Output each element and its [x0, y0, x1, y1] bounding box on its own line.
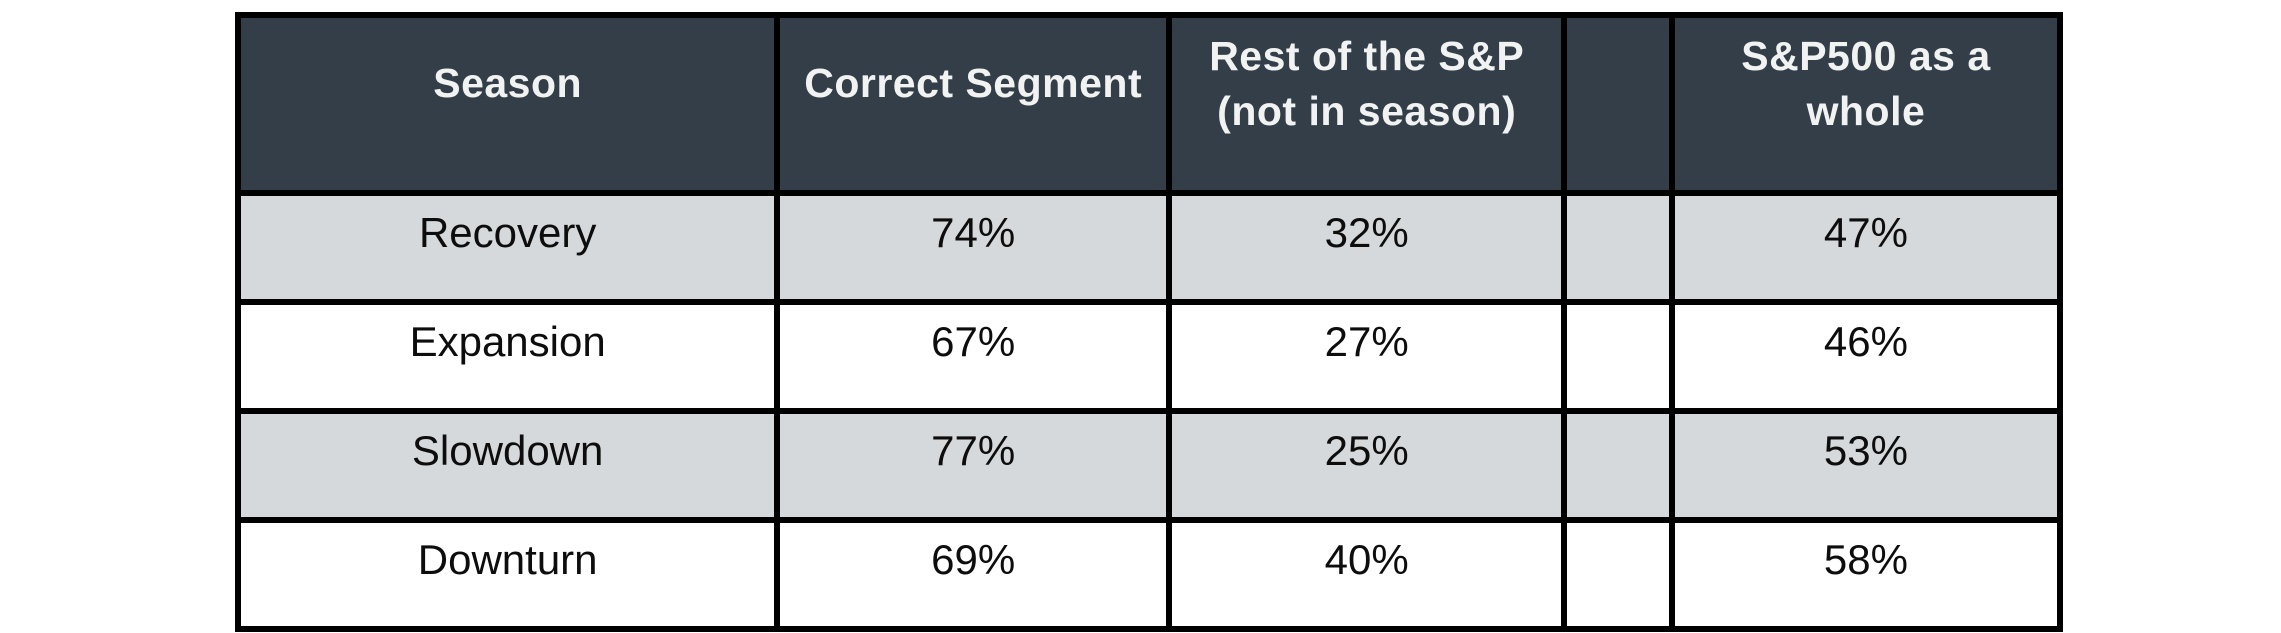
cell-season: Expansion	[234, 299, 781, 414]
cell-spacer	[1561, 408, 1675, 523]
column-header-correct-segment: Correct Segment	[774, 12, 1173, 196]
cell-rest-of-sp: 27%	[1166, 299, 1568, 414]
cell-rest-of-sp: 25%	[1166, 408, 1568, 523]
cell-sp500-whole: 46%	[1668, 299, 2064, 414]
cell-season: Downturn	[234, 517, 781, 632]
table-row-expansion: Expansion 67% 27% 46%	[234, 299, 2064, 414]
cell-correct-segment: 69%	[774, 517, 1173, 632]
cell-spacer	[1561, 299, 1675, 414]
column-header-season: Season	[234, 12, 781, 196]
cell-spacer	[1561, 517, 1675, 632]
cell-season: Recovery	[234, 190, 781, 305]
cell-sp500-whole: 53%	[1668, 408, 2064, 523]
cell-correct-segment: 77%	[774, 408, 1173, 523]
season-performance-table-wrap: Season Correct Segment Rest of the S&P (…	[234, 12, 2064, 632]
column-header-rest-of-sp: Rest of the S&P (not in season)	[1166, 12, 1568, 196]
table-row-slowdown: Slowdown 77% 25% 53%	[234, 408, 2064, 523]
header-row: Season Correct Segment Rest of the S&P (…	[234, 12, 2064, 196]
table-row-downturn: Downturn 69% 40% 58%	[234, 517, 2064, 632]
cell-sp500-whole: 47%	[1668, 190, 2064, 305]
cell-rest-of-sp: 32%	[1166, 190, 1568, 305]
season-performance-table: Season Correct Segment Rest of the S&P (…	[234, 12, 2064, 632]
cell-spacer	[1561, 190, 1675, 305]
table-row-recovery: Recovery 74% 32% 47%	[234, 190, 2064, 305]
cell-season: Slowdown	[234, 408, 781, 523]
cell-sp500-whole: 58%	[1668, 517, 2064, 632]
cell-correct-segment: 74%	[774, 190, 1173, 305]
cell-correct-segment: 67%	[774, 299, 1173, 414]
column-header-sp500-whole: S&P500 as a whole	[1668, 12, 2064, 196]
column-header-spacer	[1561, 12, 1675, 196]
cell-rest-of-sp: 40%	[1166, 517, 1568, 632]
